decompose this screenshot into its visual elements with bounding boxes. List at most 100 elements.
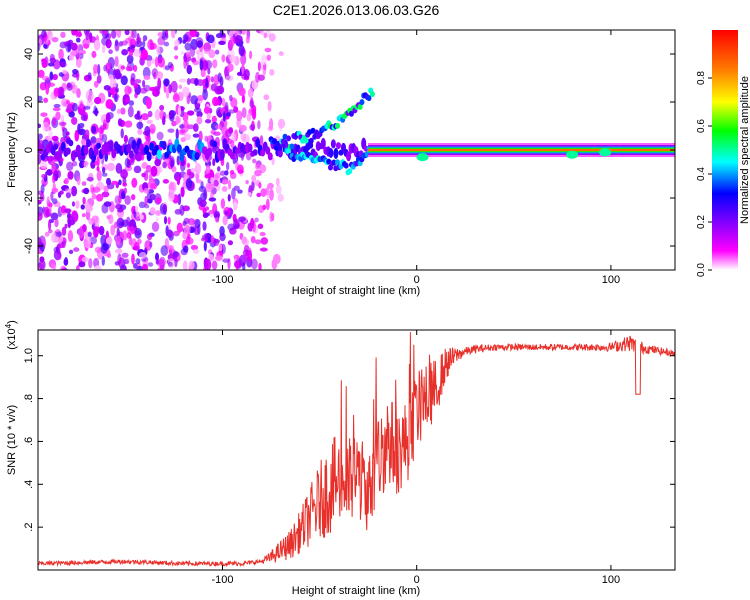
spectrogram-noise-blob: [64, 177, 69, 185]
spectrogram-branch-blob: [348, 110, 354, 117]
spectrogram-noise-blob: [227, 240, 234, 246]
spectrogram-noise-blob: [243, 69, 250, 79]
spectrogram-noise-blob: [57, 86, 65, 97]
spectrogram-branch-blob: [334, 159, 340, 166]
spectrogram-noise-blob: [195, 179, 202, 184]
spectrogram-noise-blob: [79, 101, 83, 111]
spectrogram-noise-blob: [66, 82, 73, 91]
spectrogram-noise-blob: [142, 35, 148, 42]
spectrogram-carrier-dip: [599, 148, 612, 157]
spectrogram-noise-blob: [106, 162, 115, 172]
spectrogram-noise-blob: [146, 164, 152, 173]
spectrogram-noise-blob: [73, 247, 80, 252]
spectrogram-noise-blob: [238, 44, 245, 57]
spectrogram-noise-blob: [252, 158, 257, 164]
colorbar-tick-label: 0.2: [696, 215, 707, 229]
spectrogram-noise-blob: [178, 84, 183, 90]
spectrogram-band-blob: [85, 139, 91, 148]
spectrogram-noise-blob: [156, 43, 160, 56]
spectrogram-noise-blob: [266, 189, 270, 199]
spectrogram-branch-blob: [359, 99, 365, 106]
spectrogram-noise-blob: [202, 212, 209, 218]
spectrogram-noise-blob: [75, 200, 80, 209]
spectrogram-noise-blob: [101, 36, 109, 46]
spectrogram-noise-blob: [221, 54, 226, 63]
spectrogram-noise-blob: [118, 221, 125, 227]
spectrogram-noise-blob: [42, 121, 50, 132]
spectrogram-noise-blob: [117, 118, 123, 127]
spectrogram-noise-blob: [83, 236, 92, 249]
spectrogram-noise-blob: [246, 113, 252, 122]
spectrogram-noise-blob: [52, 174, 56, 184]
spectrogram-noise-blob: [260, 237, 269, 245]
snr-y-scale-label: (x104): [4, 320, 18, 350]
spectrogram-noise-blob: [105, 112, 111, 124]
spectrogram-noise-blob: [41, 58, 48, 69]
spectrogram-noise-blob: [233, 185, 240, 191]
spectrogram-noise-blob: [60, 31, 66, 38]
spectrogram-noise-blob: [125, 66, 133, 72]
spectrogram-noise-blob: [40, 184, 45, 194]
y-tick-label: 0: [23, 147, 35, 153]
spectrogram-noise-blob: [88, 258, 93, 269]
spectrogram-noise-blob: [202, 78, 206, 84]
spectrogram-noise-blob: [38, 69, 45, 78]
spectrogram-noise-blob: [63, 258, 69, 266]
spectrogram-noise-blob: [275, 184, 282, 195]
spectrogram-noise-blob: [212, 238, 220, 246]
spectrogram-noise-blob: [157, 56, 166, 68]
spectrogram-noise-blob: [134, 79, 142, 84]
spectrogram-noise-blob: [213, 210, 221, 219]
spectrogram-noise-blob: [176, 117, 181, 124]
spectrogram-noise-blob: [171, 120, 177, 127]
spectrogram-noise-blob: [136, 32, 140, 45]
spectrogram-noise-blob: [145, 97, 152, 110]
spectrogram-noise-blob: [141, 49, 149, 61]
spectrogram-band-blob: [346, 151, 352, 162]
spectrogram-noise-blob: [136, 265, 144, 270]
spectrogram-noise-blob: [67, 171, 74, 180]
spectrogram-noise-blob: [57, 170, 61, 178]
spectrogram-branch-blob: [343, 162, 349, 169]
spectrogram-noise-blob: [120, 128, 124, 139]
spectrogram-noise-blob: [250, 217, 255, 230]
spectrogram-noise-blob: [59, 190, 64, 195]
spectrogram-noise-blob: [163, 216, 168, 225]
spectrogram-noise-blob: [114, 39, 119, 47]
spectrogram-noise-blob: [137, 238, 142, 245]
spectrogram-noise-blob: [232, 157, 237, 165]
spectrogram-noise-blob: [82, 196, 86, 205]
spectrogram-noise-blob: [269, 188, 274, 201]
spectrogram-noise-blob: [120, 107, 126, 115]
spectrogram-noise-blob: [180, 129, 186, 134]
spectrogram-branch-blob: [308, 137, 314, 144]
spectrogram-noise-blob: [87, 72, 92, 80]
spectrogram-noise-blob: [196, 40, 203, 48]
spectrogram-noise-blob: [272, 253, 281, 265]
spectrogram-noise-blob: [126, 232, 132, 239]
spectrogram-noise-blob: [254, 239, 262, 245]
spectrogram-band-blob: [212, 140, 218, 148]
spectrogram-band-blob: [73, 151, 79, 158]
spectrogram-noise-blob: [65, 131, 70, 136]
spectrogram-noise-blob: [239, 124, 247, 132]
spectrogram-noise-blob: [38, 199, 42, 205]
spectrogram-noise-blob: [40, 161, 48, 170]
spectrogram-noise-blob: [171, 165, 177, 173]
spectrogram-noise-blob: [120, 75, 128, 86]
spectrogram-noise-blob: [212, 59, 218, 69]
spectrogram-noise-blob: [101, 191, 110, 198]
spectrogram-noise-blob: [266, 54, 271, 61]
spectrogram-noise-blob: [207, 183, 215, 190]
spectrogram-noise-blob: [175, 128, 179, 141]
spectrogram-noise-blob: [71, 30, 78, 36]
spectrogram-noise-blob: [251, 174, 257, 183]
spectrogram-noise-blob: [192, 133, 200, 138]
spectrogram-noise-blob: [203, 241, 207, 252]
spectrogram-noise-blob: [103, 64, 107, 72]
spectrogram-noise-blob: [76, 175, 81, 186]
spectrogram-noise-blob: [157, 32, 163, 37]
spectrogram-noise-blob: [81, 213, 86, 218]
spectrogram-noise-blob: [167, 189, 175, 202]
spectrogram-noise-blob: [174, 208, 182, 215]
